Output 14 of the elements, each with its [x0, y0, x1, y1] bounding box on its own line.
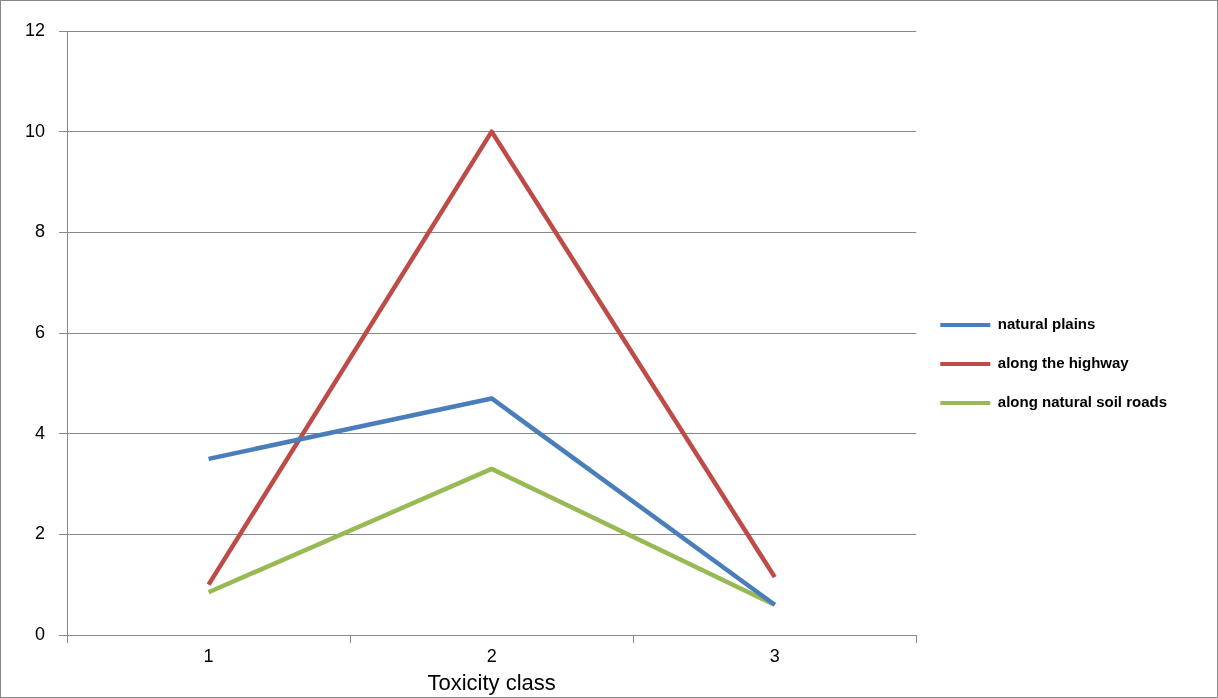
legend-label: along the highway	[997, 354, 1130, 372]
x-axis-title: Toxicity class	[427, 669, 556, 695]
y-tick-label: 6	[35, 321, 46, 342]
y-tick-label: 2	[35, 523, 46, 544]
x-tick-label: 3	[769, 645, 780, 666]
y-tick-label: 4	[35, 422, 46, 443]
y-tick-label: 12	[24, 19, 46, 40]
y-tick-label: 8	[35, 221, 46, 242]
x-tick-label: 1	[203, 645, 214, 666]
legend-label: natural plains	[997, 315, 1096, 333]
legend-label: along natural soil roads	[997, 393, 1168, 411]
y-tick-label: 10	[24, 120, 46, 141]
y-tick-label: 0	[35, 623, 46, 644]
x-tick-label: 2	[486, 645, 497, 666]
